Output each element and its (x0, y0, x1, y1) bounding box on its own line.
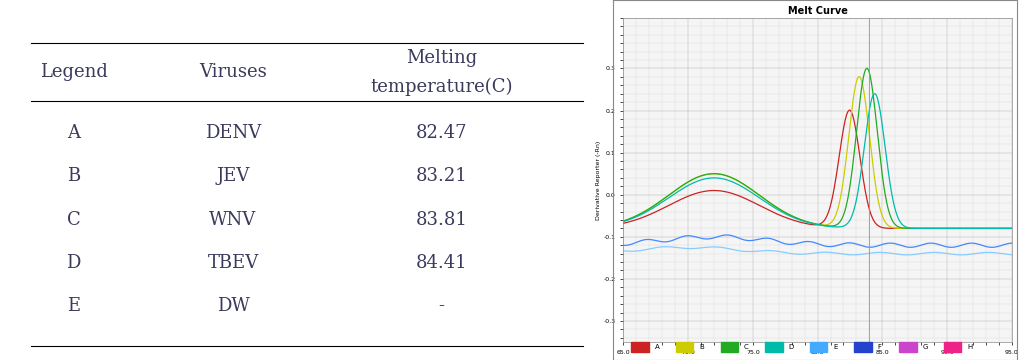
Text: -: - (438, 297, 445, 315)
Text: D: D (789, 345, 794, 350)
Text: B: B (699, 345, 704, 350)
Bar (854, 342, 872, 352)
Text: H: H (967, 345, 972, 350)
Text: Legend: Legend (40, 63, 107, 81)
Text: 83.21: 83.21 (416, 167, 467, 185)
Text: E: E (833, 345, 837, 350)
Bar (676, 342, 693, 352)
Text: TBEV: TBEV (207, 254, 259, 272)
Y-axis label: Derivative Reporter (-Rn): Derivative Reporter (-Rn) (596, 140, 601, 220)
Text: F: F (878, 345, 882, 350)
Text: 83.81: 83.81 (416, 211, 467, 229)
Text: 84.41: 84.41 (416, 254, 467, 272)
Text: DW: DW (217, 297, 249, 315)
Text: temperature(C): temperature(C) (370, 77, 513, 95)
Bar (765, 342, 783, 352)
Text: C: C (66, 211, 81, 229)
Text: 82.47: 82.47 (416, 124, 467, 142)
Bar (899, 342, 917, 352)
Bar (809, 342, 828, 352)
Text: E: E (67, 297, 80, 315)
Text: C: C (744, 345, 748, 350)
Text: A: A (67, 124, 80, 142)
Text: G: G (923, 345, 928, 350)
Bar (944, 342, 962, 352)
Text: DENV: DENV (204, 124, 262, 142)
Bar (632, 342, 649, 352)
Text: B: B (67, 167, 80, 185)
Bar (721, 342, 738, 352)
Text: JEV: JEV (217, 167, 249, 185)
Text: Viruses: Viruses (199, 63, 267, 81)
Title: Melt Curve: Melt Curve (788, 6, 847, 16)
Text: D: D (66, 254, 81, 272)
Text: Melting: Melting (406, 49, 477, 67)
Text: A: A (654, 345, 659, 350)
Text: WNV: WNV (210, 211, 257, 229)
